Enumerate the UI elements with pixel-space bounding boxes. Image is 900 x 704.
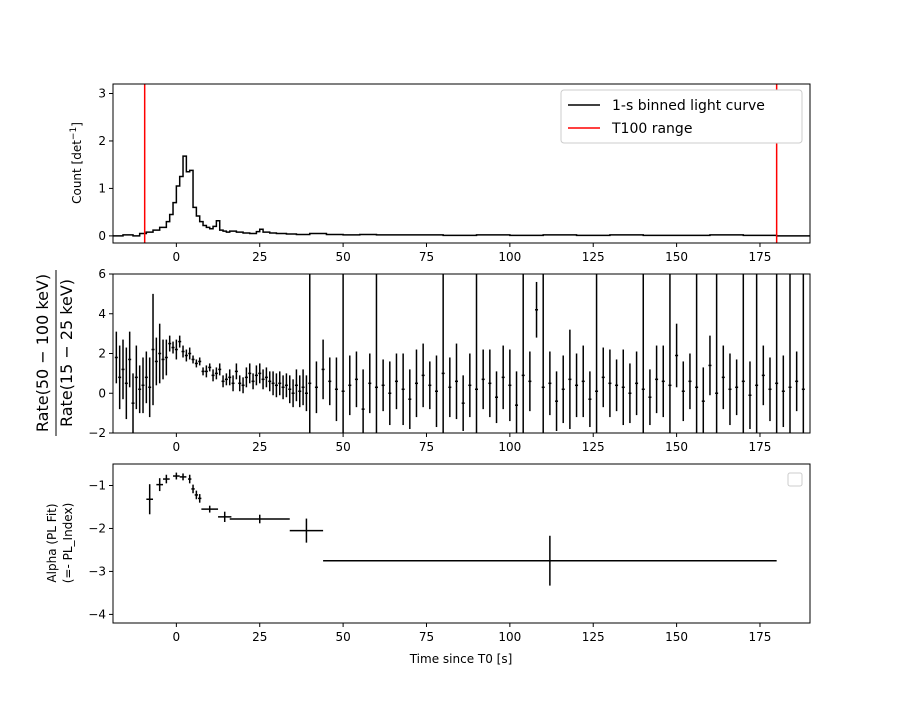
light-curve-frame (112, 83, 811, 244)
y-tick-label: 3 (98, 86, 106, 100)
legend-box (560, 89, 803, 144)
legend-label-t100: T100 range (611, 121, 692, 137)
x-tick-label: 0 (173, 630, 181, 644)
x-tick-label: 100 (498, 630, 521, 644)
y-tick-label: 6 (98, 267, 106, 281)
x-tick-label: 125 (582, 630, 605, 644)
hardness-ratio-y-axis-label: Rate(50 − 100 keV) Rate(15 − 25 keV) (33, 270, 76, 436)
light-curve-panel: 0 25 50 75 100 125 150 175 0 1 2 3 Count [det−1] 1… (69, 83, 811, 264)
x-tick-label: 125 (582, 440, 605, 454)
y-tick-label: −1 (88, 478, 106, 492)
x-tick-label: 75 (419, 440, 434, 454)
hardness-ratio-x-ticks: 0 25 50 75 100 125 150 175 (173, 433, 772, 454)
x-tick-label: 175 (749, 250, 772, 264)
y-tick-label: −2 (88, 426, 106, 440)
alpha-panel: 0 25 50 75 100 125 150 175 −1 −2 −3 −4 Time since … (45, 463, 811, 666)
alpha-y-ticks: −1 −2 −3 −4 (88, 478, 113, 621)
x-tick-label: 175 (749, 630, 772, 644)
x-tick-label: 100 (498, 250, 521, 264)
light-curve-y-ticks: 0 1 2 3 (98, 86, 113, 243)
alpha-y-axis-label-line2: (=- PL_Index) (61, 503, 75, 584)
alpha-x-ticks: 0 25 50 75 100 125 150 175 (173, 623, 772, 644)
alpha-frame (112, 463, 811, 624)
hardness-ratio-plot-area (114, 274, 805, 433)
x-tick-label: 25 (252, 250, 267, 264)
y-tick-label: 2 (98, 134, 106, 148)
x-tick-label: 125 (582, 250, 605, 264)
legend: 1-s binned light curve T100 range (560, 89, 803, 144)
alpha-y-axis-label: Alpha (PL Fit) (45, 503, 59, 582)
x-tick-label: 100 (498, 440, 521, 454)
light-curve-x-ticks: 0 25 50 75 100 125 150 175 (173, 243, 772, 264)
x-tick-label: 50 (335, 440, 350, 454)
hardness-ratio-ylabel-numerator: Rate(50 − 100 keV) (33, 274, 52, 432)
y-tick-label: −2 (88, 521, 106, 535)
x-tick-label: 50 (335, 630, 350, 644)
x-tick-label: 75 (419, 630, 434, 644)
alpha-plot-area (146, 472, 777, 586)
y-tick-label: 0 (98, 229, 106, 243)
x-tick-label: 25 (252, 440, 267, 454)
x-tick-label: 75 (419, 250, 434, 264)
hardness-ratio-ylabel-denominator: Rate(15 − 25 keV) (57, 279, 76, 427)
y-tick-label: −3 (88, 564, 106, 578)
x-tick-label: 0 (173, 440, 181, 454)
hardness-ratio-y-ticks: −2 0 2 4 6 (88, 267, 113, 440)
x-tick-label: 150 (665, 440, 688, 454)
light-curve-y-axis-label: Count [det−1] (69, 122, 84, 204)
x-tick-label: 25 (252, 630, 267, 644)
y-tick-label: 0 (98, 386, 106, 400)
alpha-x-axis-label: Time since T0 [s] (409, 652, 513, 666)
empty-legend-box (787, 472, 803, 487)
y-tick-label: 2 (98, 347, 106, 361)
y-tick-label: 1 (98, 181, 106, 195)
x-tick-label: 0 (173, 250, 181, 264)
legend-label-light-curve: 1-s binned light curve (612, 98, 765, 114)
x-tick-label: 50 (335, 250, 350, 264)
x-tick-label: 150 (665, 250, 688, 264)
x-tick-label: 150 (665, 630, 688, 644)
x-tick-label: 175 (749, 440, 772, 454)
hardness-ratio-panel: 0 25 50 75 100 125 150 175 −2 0 2 4 6 Rate(50 − 100… (33, 267, 811, 454)
y-tick-label: 4 (98, 307, 106, 321)
light-curve-line (113, 155, 810, 237)
y-tick-label: −4 (88, 607, 106, 621)
